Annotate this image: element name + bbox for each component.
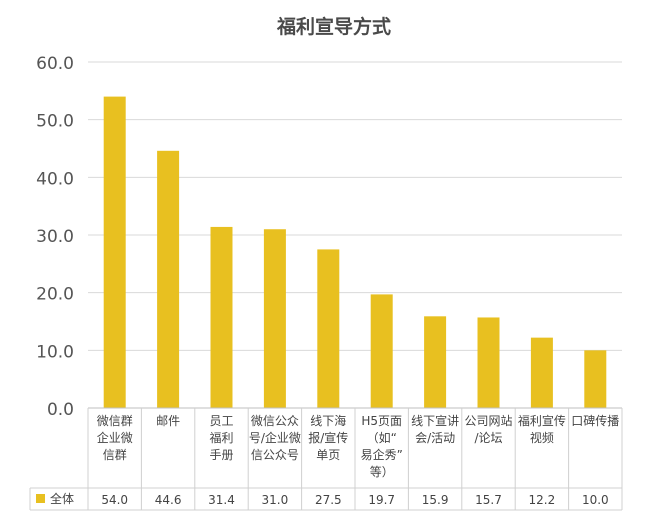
- bar: [103, 96, 126, 408]
- bar: [317, 249, 340, 408]
- x-tick-label: 微信公众号/企业微信公众号: [249, 414, 301, 462]
- chart-title: 福利宣导方式: [276, 16, 391, 38]
- x-tick-label: 福利宣传视频: [518, 413, 566, 445]
- data-label: 10.0: [582, 493, 609, 507]
- bar: [210, 226, 233, 408]
- legend-swatch: [36, 494, 45, 503]
- x-tick-label: 微信群企业微信群: [97, 414, 133, 462]
- data-label: 15.9: [422, 493, 449, 507]
- bar: [263, 229, 286, 408]
- data-label: 12.2: [529, 493, 556, 507]
- bar: [584, 350, 607, 408]
- data-label: 31.0: [262, 493, 289, 507]
- bar: [370, 294, 393, 408]
- bar: [424, 316, 447, 408]
- data-label: 44.6: [155, 493, 182, 507]
- x-tick-label: 公司网站/论坛: [464, 414, 512, 445]
- data-label: 19.7: [368, 493, 395, 507]
- y-tick-label: 50.0: [36, 112, 74, 132]
- data-label: 31.4: [208, 493, 235, 507]
- data-label: 27.5: [315, 493, 342, 507]
- bar: [530, 337, 553, 408]
- x-tick-label: 线下宣讲会/活动: [411, 413, 459, 445]
- x-tick-label: 邮件: [156, 414, 180, 428]
- data-label: 15.7: [475, 493, 502, 507]
- bar: [157, 150, 180, 408]
- y-tick-label: 10.0: [36, 342, 74, 362]
- x-tick-label: 口碑传播: [571, 413, 619, 428]
- bar: [477, 317, 500, 408]
- y-tick-label: 60.0: [36, 54, 74, 74]
- y-tick-label: 20.0: [36, 285, 74, 305]
- y-tick-label: 0.0: [47, 400, 74, 420]
- y-tick-label: 30.0: [36, 227, 74, 247]
- legend-label: 全体: [50, 491, 74, 506]
- y-tick-label: 40.0: [36, 169, 74, 189]
- x-tick-label: H5页面（如“易企秀”等）: [361, 414, 403, 479]
- x-tick-label: 员工福利手册: [209, 414, 233, 462]
- x-tick-label: 线下海报/宣传单页: [308, 413, 348, 462]
- data-label: 54.0: [101, 493, 128, 507]
